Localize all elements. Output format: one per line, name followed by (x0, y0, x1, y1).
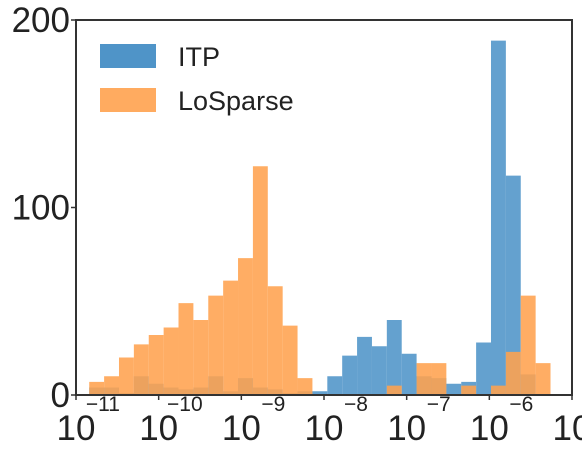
bar-itp (312, 391, 328, 395)
x-tick-label-exponent: −9 (261, 393, 285, 416)
bar-losparse (118, 357, 134, 395)
bar-losparse (178, 303, 194, 396)
bar-itp (490, 40, 506, 396)
x-tick-label-base: 10 (57, 409, 96, 448)
x-tick-label-exponent: −10 (167, 393, 203, 416)
y-axis-ticks: 0 100 200 (12, 1, 76, 415)
bar-itp (401, 353, 417, 395)
legend: ITP LoSparse (100, 42, 294, 116)
bar-losparse (535, 363, 551, 396)
y-tick-label: 100 (12, 189, 70, 228)
legend-swatch-losparse (100, 88, 156, 112)
x-tick-label-base: 10 (139, 409, 178, 448)
y-tick-label: 200 (12, 1, 70, 40)
bar-losparse (431, 363, 447, 396)
bar-losparse (252, 166, 268, 395)
legend-swatch-itp (100, 44, 156, 68)
x-tick-label-base: 10 (222, 409, 261, 448)
bar-itp (505, 175, 521, 396)
x-tick-label-exponent: −8 (344, 393, 368, 416)
bars-layer (89, 40, 551, 396)
bar-itp (327, 376, 343, 395)
x-tick-label-base: 10 (470, 409, 509, 448)
bar-itp (342, 355, 358, 396)
x-tick-label-base: 10 (305, 409, 344, 448)
legend-label-itp: ITP (178, 42, 220, 72)
bar-losparse (490, 385, 506, 396)
bar-losparse (461, 385, 477, 396)
bar-losparse (297, 378, 313, 396)
bar-losparse (223, 280, 239, 396)
bar-losparse (416, 363, 432, 396)
bar-losparse (238, 258, 253, 396)
x-tick-label-exponent: −11 (86, 393, 120, 416)
y-tick-label: 0 (51, 376, 70, 415)
series-losparse (89, 166, 551, 396)
bar-losparse (520, 295, 536, 396)
x-tick-label-base: 10 (387, 409, 426, 448)
bar-itp (476, 342, 491, 395)
bar-itp (386, 320, 402, 395)
x-tick-label-exponent: −7 (427, 393, 451, 416)
bar-losparse (163, 327, 179, 395)
bar-itp (357, 336, 372, 396)
bar-losparse (386, 385, 402, 396)
bar-losparse (193, 320, 209, 395)
bar-losparse (104, 376, 119, 395)
bar-itp (371, 346, 387, 395)
bar-losparse (282, 325, 298, 396)
bar-losparse (89, 381, 105, 396)
bar-losparse (505, 351, 521, 396)
legend-label-losparse: LoSparse (178, 86, 294, 116)
x-tick-label-base: 10 (553, 409, 582, 448)
x-tick-label-exponent: −6 (509, 393, 533, 416)
bar-losparse (267, 286, 283, 395)
bar-losparse (133, 344, 149, 396)
bar-losparse (148, 335, 164, 395)
bar-itp (446, 383, 462, 395)
bar-losparse (208, 295, 224, 396)
